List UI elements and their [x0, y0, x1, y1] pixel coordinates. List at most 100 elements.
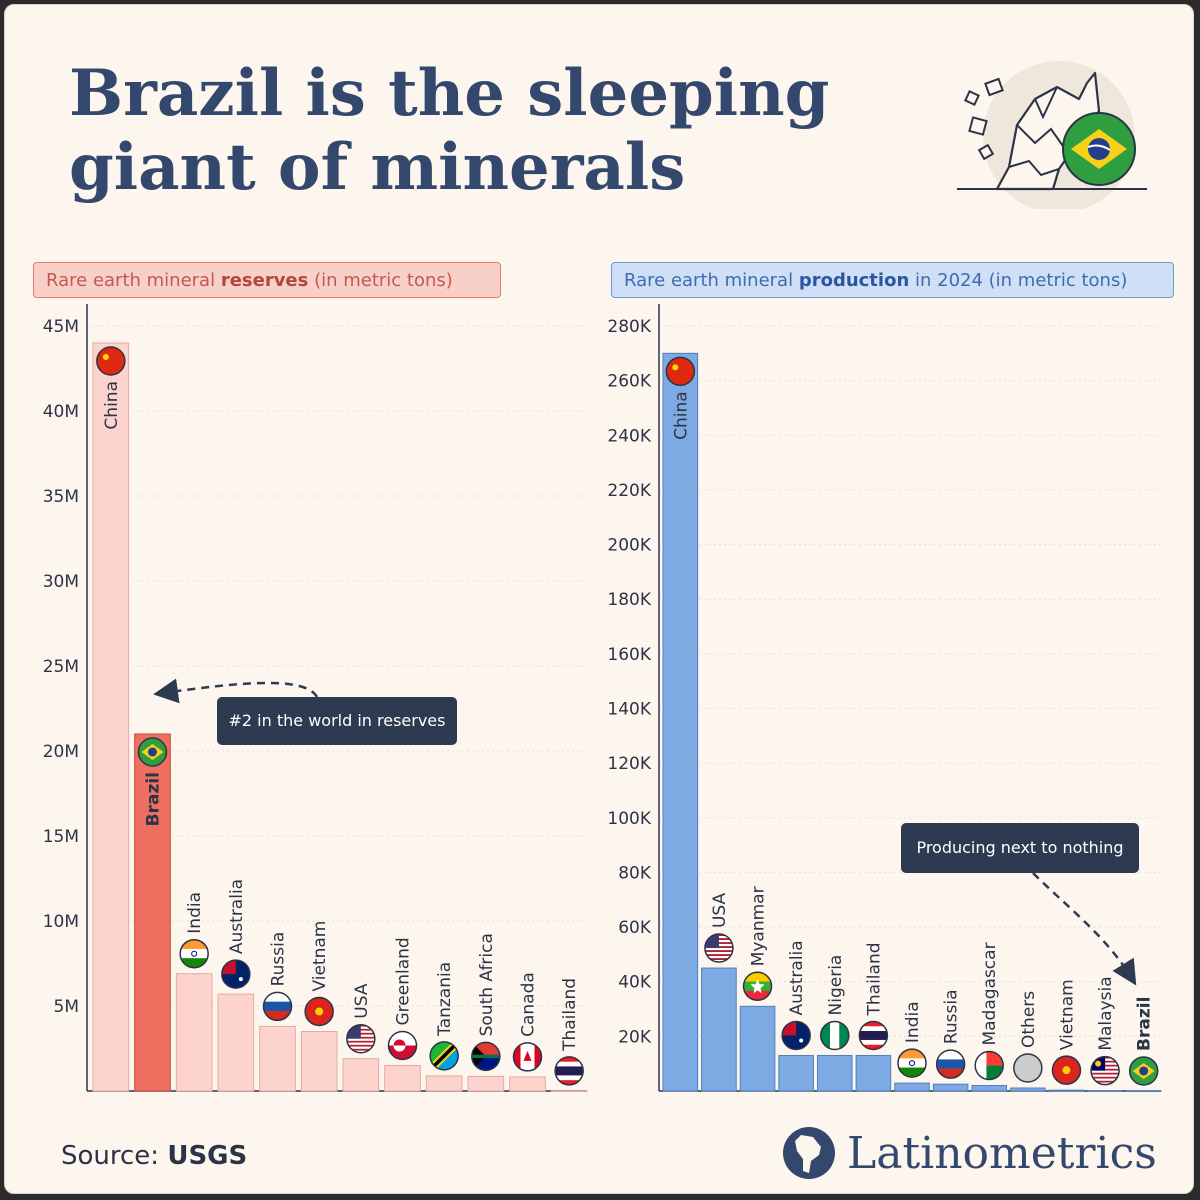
bar-china — [662, 352, 699, 1092]
category-label: Australia — [227, 879, 247, 954]
category-label: Vietnam — [310, 921, 330, 992]
y-tick-label: 260K — [607, 372, 651, 392]
y-tick-label: 10M — [43, 912, 79, 932]
y-tick-label: 60K — [618, 918, 652, 938]
y-tick-label: 20K — [618, 1027, 652, 1047]
bar-myanmar — [739, 1005, 776, 1092]
bar-malaysia — [1087, 1090, 1123, 1092]
usa-flag-icon — [704, 933, 734, 963]
category-label: Thailand — [560, 978, 580, 1052]
canada-flag-icon — [512, 1042, 543, 1072]
tanzania-flag-icon — [429, 1041, 459, 1071]
reserves-chart: 5M 10M 15M 20M 25M 30M 35M 40M 45M China Brazil Ind… — [43, 304, 588, 1092]
others-flag-icon — [1013, 1053, 1043, 1083]
category-label: Canada — [519, 972, 539, 1037]
category-label: Vietnam — [1057, 979, 1077, 1050]
brand-name: Latinometrics — [847, 1127, 1157, 1179]
y-tick-label: 40K — [618, 973, 652, 993]
bar-russia — [932, 1083, 969, 1092]
y-tick-label: 280K — [607, 317, 651, 337]
bar-greenland — [384, 1065, 421, 1092]
y-tick-label: 15M — [43, 827, 79, 847]
y-tick-label: 25M — [43, 657, 79, 677]
bar-others — [1010, 1087, 1046, 1092]
bar-thailand — [550, 1090, 588, 1092]
reserves-callout-arrow — [153, 678, 319, 704]
category-label: Myanmar — [749, 886, 769, 966]
bar-canada — [509, 1076, 546, 1092]
australia-flag-icon — [781, 1020, 811, 1051]
category-label: Malaysia — [1096, 976, 1116, 1050]
production-callout: Producing next to nothing — [901, 823, 1139, 873]
bar-charts: 5M 10M 15M 20M 25M 30M 35M 40M 45M China Brazil Ind… — [43, 304, 1162, 1092]
bar-russia — [259, 1025, 296, 1092]
bar-thailand — [855, 1054, 892, 1092]
bar-brazil — [134, 733, 171, 1092]
category-label: Greenland — [394, 937, 414, 1025]
y-tick-label: 120K — [607, 754, 651, 774]
bar-usa — [701, 967, 737, 1092]
y-tick-label: 35M — [43, 487, 79, 507]
india-flag-icon — [179, 938, 209, 969]
category-label: India — [185, 892, 205, 934]
bar-tanzania — [425, 1075, 463, 1092]
y-tick-label: 180K — [607, 590, 651, 610]
vietnam-flag-icon — [1051, 1055, 1082, 1085]
y-tick-label: 200K — [607, 536, 651, 556]
bar-australia — [217, 993, 255, 1092]
bar-south-africa — [467, 1075, 505, 1092]
y-tick-label: 45M — [43, 317, 79, 337]
category-label: Thailand — [864, 942, 884, 1016]
y-tick-label: 220K — [607, 481, 651, 501]
y-tick-label: 100K — [607, 809, 651, 829]
china-flag-icon — [96, 346, 126, 376]
y-tick-label: 160K — [607, 645, 651, 665]
bar-nigeria — [816, 1054, 853, 1092]
russia-flag-icon — [935, 1049, 966, 1079]
category-label: Russia — [269, 932, 289, 987]
category-label: Australia — [787, 940, 807, 1015]
nigeria-flag-icon — [820, 1020, 850, 1051]
category-label: Madagascar — [980, 942, 1000, 1045]
reserves-chart-title: Rare earth mineral reserves (in metric t… — [33, 262, 501, 298]
bar-brazil — [1125, 1090, 1162, 1092]
category-label: Tanzania — [435, 962, 455, 1037]
bar-madagascar — [971, 1085, 1008, 1092]
production-chart: 20K 40K 60K 80K 100K 120K 140K 160K 180K 200K 220K… — [607, 304, 1162, 1092]
russia-flag-icon — [262, 991, 293, 1022]
brazil-flag-icon — [1062, 112, 1136, 186]
vietnam-flag-icon — [304, 996, 334, 1027]
category-label: China — [671, 391, 691, 440]
bar-india — [894, 1082, 930, 1092]
category-label: Others — [1019, 991, 1039, 1048]
latinometrics-logo-icon — [783, 1127, 835, 1179]
myanmar-flag-icon — [742, 971, 773, 1002]
y-tick-label: 20M — [43, 742, 79, 762]
y-tick-label: 30M — [43, 572, 79, 592]
category-label: Russia — [942, 989, 962, 1044]
brazil-flag-icon — [1128, 1056, 1159, 1086]
south-africa-flag-icon — [471, 1041, 501, 1072]
source-note: Source: USGS — [61, 1141, 248, 1171]
y-tick-label: 80K — [618, 863, 652, 883]
bar-vietnam — [1048, 1089, 1085, 1092]
y-tick-label: 40M — [43, 402, 79, 422]
production-chart-title: Rare earth mineral production in 2024 (i… — [611, 262, 1174, 298]
category-label: China — [102, 381, 122, 430]
bar-china — [92, 342, 130, 1092]
category-label: Brazil — [144, 772, 164, 826]
page-title: Brazil is the sleeping giant of minerals — [69, 56, 830, 205]
greenland-flag-icon — [387, 1030, 418, 1061]
brand-logo: Latinometrics — [781, 1123, 1157, 1183]
india-flag-icon — [897, 1048, 927, 1078]
bar-india — [175, 973, 213, 1092]
infographic-card: Brazil is the sleeping giant of minerals… — [4, 4, 1194, 1194]
category-label: USA — [710, 893, 730, 929]
bar-australia — [778, 1054, 814, 1092]
category-label: Nigeria — [826, 955, 846, 1016]
brazil-flag-icon — [137, 737, 168, 767]
thailand-flag-icon — [554, 1056, 584, 1086]
y-tick-label: 140K — [607, 700, 651, 720]
bar-vietnam — [300, 1031, 338, 1092]
y-tick-label: 240K — [607, 426, 651, 446]
